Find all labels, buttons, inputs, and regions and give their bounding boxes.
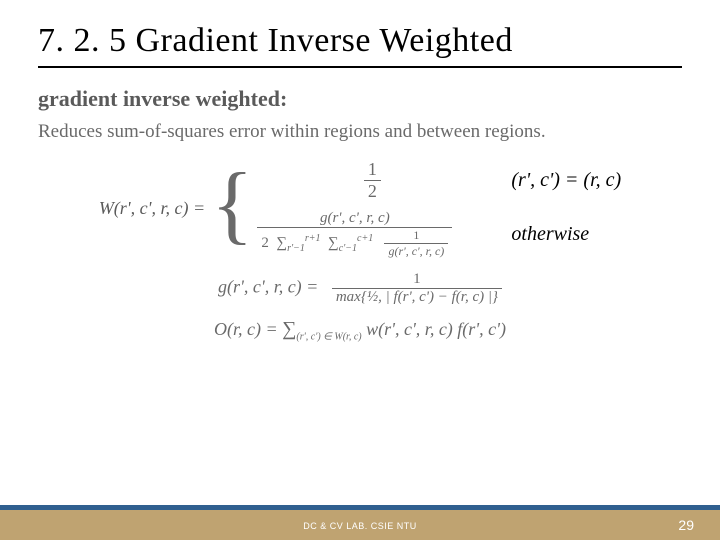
den-prefix: 2	[261, 235, 269, 251]
case2-outer-num: g(r', c', r, c)	[316, 210, 394, 227]
inner-den: g(r', c', r, c)	[384, 244, 448, 259]
left-brace-icon: {	[211, 161, 253, 249]
case2-inner-frac: 1 g(r', c', r, c)	[384, 228, 448, 259]
sigma-icon: ∑	[324, 235, 338, 251]
footer-lab-text: DC & CV LAB. CSIE NTU	[303, 521, 417, 531]
case-1-condition: (r', c') = (r, c)	[511, 169, 621, 192]
case-2-condition: otherwise	[511, 223, 589, 246]
case2-outer-frac: g(r', c', r, c) 2 ∑r'−1r+1 ∑c'−1c+1 1	[257, 210, 452, 259]
sum1-lower: r'−1	[287, 243, 305, 254]
brace-cases: { 1 2 (r', c') = (r, c)	[205, 159, 621, 259]
case2-outer-den: 2 ∑r'−1r+1 ∑c'−1c+1 1 g(r', c', r, c)	[257, 228, 452, 259]
eq2-frac: 1 max{½, | f(r', c') − f(r, c) |}	[332, 271, 502, 306]
case-1-row: 1 2 (r', c') = (r, c)	[257, 159, 621, 202]
slide-root: 7. 2. 5 Gradient Inverse Weighted gradie…	[0, 0, 720, 540]
eq3-lhs: O(r, c) =	[214, 319, 282, 339]
footer: DC & CV LAB. CSIE NTU 29	[0, 502, 720, 540]
sum2-lower: c'−1	[339, 243, 357, 254]
eq2-num: 1	[409, 271, 425, 288]
eq-lhs: W(r', c', r, c) =	[99, 198, 205, 219]
equation-g-definition: g(r', c', r, c) = 1 max{½, | f(r', c') −…	[38, 271, 682, 306]
eq2-lhs: g(r', c', r, c) =	[218, 276, 318, 296]
eq3-body: w(r', c', r, c) f(r', c')	[366, 319, 506, 339]
inner-num: 1	[409, 228, 423, 243]
case-2-row: g(r', c', r, c) 2 ∑r'−1r+1 ∑c'−1c+1 1	[257, 210, 621, 259]
frac-den: 2	[364, 181, 381, 202]
frac-one-half: 1 2	[364, 159, 381, 202]
case-2-math: g(r', c', r, c) 2 ∑r'−1r+1 ∑c'−1c+1 1	[257, 210, 487, 259]
title-wrap: 7. 2. 5 Gradient Inverse Weighted	[0, 0, 720, 68]
footer-page-number: 29	[678, 517, 694, 533]
slide-title: 7. 2. 5 Gradient Inverse Weighted	[38, 22, 682, 68]
cases-container: 1 2 (r', c') = (r, c) g(r', c', r, c)	[257, 159, 621, 259]
subheading: gradient inverse weighted:	[38, 86, 682, 112]
equation-W-definition: W(r', c', r, c) = { 1 2 (r', c') = (r, c…	[38, 159, 682, 259]
frac-num: 1	[364, 159, 381, 180]
eq3-sum-sub: (r', c') ∈ W(r, c)	[296, 331, 361, 342]
sum1-upper: r+1	[305, 233, 321, 244]
sigma-icon: ∑	[282, 318, 296, 340]
sum2-upper: c+1	[357, 233, 373, 244]
content-area: gradient inverse weighted: Reduces sum-o…	[0, 68, 720, 342]
case-1-math: 1 2	[257, 159, 487, 202]
description-text: Reduces sum-of-squares error within regi…	[38, 120, 682, 145]
equation-O-definition: O(r, c) = ∑(r', c') ∈ W(r, c) w(r', c', …	[38, 318, 682, 343]
sigma-icon: ∑	[273, 235, 287, 251]
eq2-den: max{½, | f(r', c') − f(r, c) |}	[332, 289, 502, 306]
